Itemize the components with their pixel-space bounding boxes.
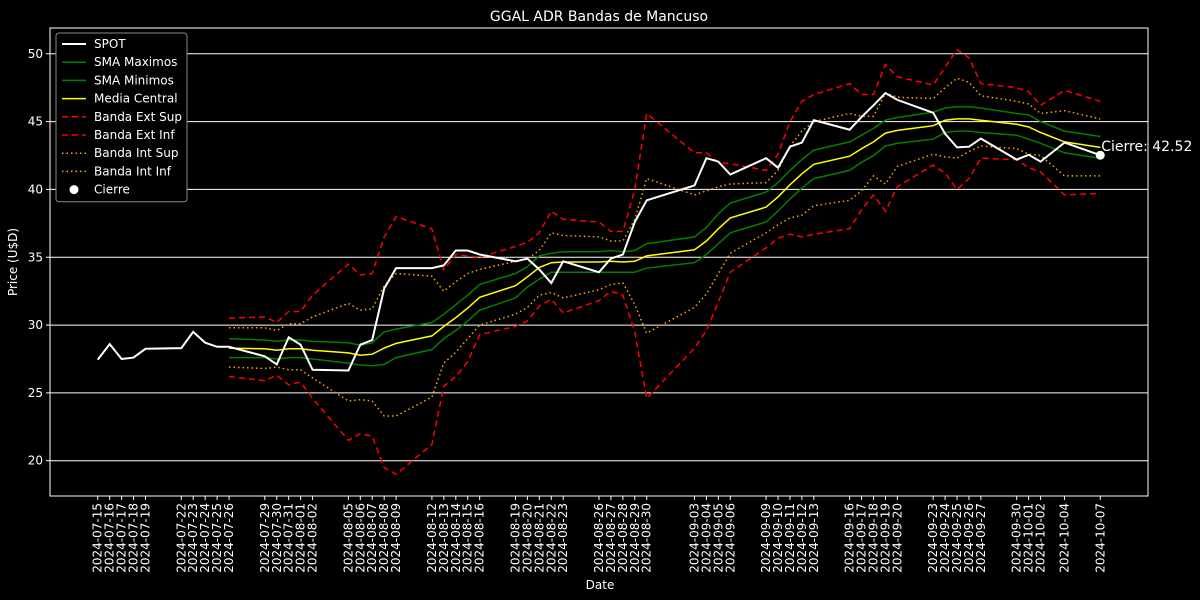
x-tick-label: 2024-09-04 [699,503,713,573]
x-tick-label: 2024-08-02 [306,503,320,573]
x-tick-label: 2024-09-17 [855,503,869,573]
series-line [228,48,1101,324]
x-tick-label: 2024-09-20 [890,503,904,573]
x-tick-label: 2024-07-25 [210,503,224,573]
y-tick-label: 45 [28,115,43,129]
x-tick-label: 2024-07-17 [115,503,129,573]
x-tick-label: 2024-08-30 [640,503,654,573]
chart-title: GGAL ADR Bandas de Mancuso [490,9,708,25]
x-tick-label: 2024-09-12 [795,503,809,573]
y-tick-label: 50 [28,47,43,61]
legend-label: SMA Minimos [94,73,174,87]
close-label: Cierre: 42.52 [1101,139,1192,155]
x-tick-label: 2024-08-13 [437,503,451,573]
x-tick-label: 2024-09-23 [926,503,940,573]
series-line [228,145,1101,417]
x-tick-label: 2024-07-22 [174,503,188,573]
y-tick-label: 20 [28,454,43,468]
y-axis-label: Price (U$D) [6,228,20,296]
x-tick-label: 2024-09-27 [974,503,988,573]
series-line [229,77,1101,332]
x-tick-label: 2024-10-07 [1093,503,1107,573]
x-tick-label: 2024-09-16 [843,503,857,573]
series-line [96,91,1101,372]
series-line [228,118,1101,356]
x-tick-label: 2024-08-22 [544,503,558,573]
legend-label: Banda Ext Inf [94,128,175,142]
x-tick-label: 2024-08-01 [294,503,308,573]
x-tick-label: 2024-09-30 [1010,503,1024,573]
x-tick-label: 2024-09-09 [759,503,773,573]
x-tick-label: 2024-07-23 [186,503,200,573]
x-tick-label: 2024-10-04 [1057,503,1071,573]
legend-label: Media Central [94,92,178,106]
legend-label: Banda Ext Sup [94,110,182,124]
x-tick-label: 2024-08-21 [532,503,546,573]
x-tick-label: 2024-09-13 [807,503,821,573]
x-tick-label: 2024-07-19 [138,503,152,573]
legend-label: Banda Int Sup [94,146,178,160]
x-tick-label: 2024-09-25 [950,503,964,573]
x-tick-label: 2024-09-05 [711,503,725,573]
y-tick-label: 40 [28,182,43,196]
x-axis-label: Date [586,578,615,592]
legend-label: Banda Int Inf [94,164,172,178]
legend-label: Cierre [94,183,130,197]
legend-label: SPOT [94,37,126,51]
legend-box [55,32,188,203]
x-tick-label: 2024-08-28 [616,503,630,573]
x-tick-label: 2024-07-29 [258,503,272,573]
x-tick-label: 2024-07-30 [270,503,284,573]
x-tick-label: 2024-09-03 [687,503,701,573]
x-tick-label: 2024-08-09 [389,503,403,573]
x-tick-label: 2024-09-24 [938,503,952,573]
x-tick-label: 2024-08-08 [377,503,391,573]
series-line [228,105,1101,347]
x-tick-label: 2024-10-01 [1022,503,1036,573]
x-tick-label: 2024-08-20 [520,503,534,573]
y-tick-label: 35 [28,250,43,264]
x-tick-label: 2024-09-06 [723,503,737,573]
x-tick-label: 2024-07-26 [222,503,236,573]
x-tick-label: 2024-08-19 [508,503,522,573]
x-tick-label: 2024-09-26 [962,503,976,573]
x-tick-label: 2024-08-14 [449,503,463,573]
x-tick-label: 2024-09-10 [771,503,785,573]
y-tick-label: 30 [28,318,43,332]
x-tick-label: 2024-07-16 [103,503,117,573]
x-tick-label: 2024-09-11 [783,503,797,573]
y-tick-label: 25 [28,386,43,400]
x-tick-label: 2024-07-18 [127,503,141,573]
x-tick-label: 2024-09-18 [867,503,881,573]
legend-swatch [69,185,79,195]
x-tick-label: 2024-07-31 [282,503,296,573]
x-tick-label: 2024-10-02 [1034,503,1048,573]
x-tick-label: 2024-07-24 [198,503,212,573]
x-tick-label: 2024-08-16 [473,503,487,573]
x-tick-label: 2024-08-05 [341,503,355,573]
x-tick-label: 2024-08-12 [425,503,439,573]
close-point [1095,150,1105,160]
x-tick-label: 2024-08-29 [628,503,642,573]
legend-label: SMA Maximos [94,55,177,69]
series-line [228,157,1101,476]
series-line [229,130,1101,367]
x-tick-label: 2024-08-15 [461,503,475,573]
x-tick-label: 2024-08-26 [592,503,606,573]
x-tick-label: 2024-08-27 [604,503,618,573]
x-tick-label: 2024-08-23 [556,503,570,573]
x-tick-label: 2024-09-19 [878,503,892,573]
x-tick-label: 2024-07-15 [91,503,105,573]
x-tick-label: 2024-08-06 [353,503,367,573]
x-tick-label: 2024-08-07 [365,503,379,573]
